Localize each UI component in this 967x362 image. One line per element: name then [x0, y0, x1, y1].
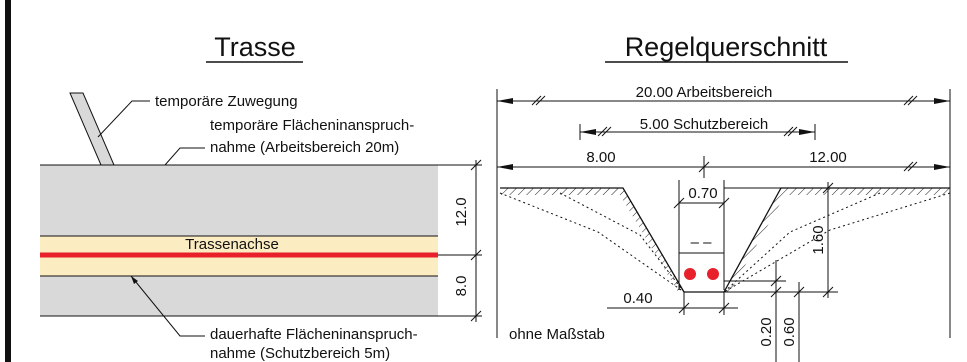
dim-020-label: 0.20 — [758, 317, 775, 346]
scale-note: ohne Maßstab — [509, 326, 605, 343]
dim-tick-axis — [470, 249, 482, 261]
slope-hatch-right — [724, 188, 785, 292]
perm-area-label-1: dauerhafte Flächeninanspruch- — [210, 326, 418, 343]
marker-tape-label: – – — [691, 234, 713, 251]
cable-right — [707, 268, 719, 280]
dim-lower-label: 8.0 — [453, 276, 470, 297]
temp-area-label-1: temporäre Flächeninanspruch- — [210, 117, 414, 134]
dim-right-label: 12.00 — [809, 149, 847, 166]
dim-tick-bottom — [470, 310, 482, 322]
dim-break-9 — [903, 161, 914, 172]
dim-070-tick-left — [673, 197, 685, 209]
leader-perm-area — [130, 275, 205, 337]
dim-working-arrow-left — [497, 98, 513, 104]
dim-break-6 — [601, 126, 612, 137]
dim-160-label: 1.60 — [810, 225, 827, 254]
leader-temp-access — [97, 100, 150, 138]
dim-break-1 — [531, 95, 542, 106]
slope-dotted-right-inner — [723, 192, 881, 293]
temp-area-label-2: nahme (Arbeitsbereich 20m) — [210, 139, 399, 156]
dim-160-tick-bottom — [822, 286, 834, 298]
dim-040-tick-left — [678, 302, 690, 314]
dim-prot-arrow-left — [580, 129, 596, 135]
cable-left — [684, 268, 696, 280]
dim-break-2 — [535, 95, 546, 106]
dim-tick-top — [470, 159, 482, 171]
perm-area-label-2: nahme (Schutzbereich 5m) — [210, 345, 390, 362]
dim-070-tick-right — [718, 197, 730, 209]
trasse-title: Trasse — [214, 32, 296, 62]
trench-profile — [500, 187, 950, 293]
dim-protection-label: 5.00 Schutzbereich — [640, 116, 768, 133]
regelquerschnitt-section: Regelquerschnitt 20.00 Arbeitsbereich 5.… — [496, 32, 951, 362]
dim-020-tick-bottom — [770, 286, 782, 298]
slope-dotted-left-inner — [559, 192, 685, 293]
dim-working-arrow-right — [934, 98, 950, 104]
dim-break-5 — [597, 126, 608, 137]
dim-left-label: 8.00 — [586, 149, 615, 166]
dim-break-7 — [783, 126, 794, 137]
dim-break-3 — [903, 95, 914, 106]
slope-dotted-left-outer — [499, 192, 685, 293]
ground-hatch-right — [781, 188, 950, 195]
dim-sides-arrow-right — [934, 164, 950, 170]
dim-060-label: 0.60 — [781, 317, 798, 346]
regelquerschnitt-title: Regelquerschnitt — [625, 32, 828, 62]
leader-temp-area — [164, 147, 205, 166]
dim-040-tick-right — [718, 302, 730, 314]
leader-perm-arrow — [131, 276, 138, 284]
temporary-access-road — [69, 92, 115, 166]
dim-break-10 — [907, 161, 918, 172]
trassenachse-label: Trassenachse — [185, 236, 279, 253]
axis-tick — [698, 161, 710, 173]
temp-access-label: temporäre Zuwegung — [155, 93, 298, 110]
dim-sides-arrow-left — [497, 164, 513, 170]
ground-hatch-left — [500, 188, 623, 195]
dim-working-label: 20.00 Arbeitsbereich — [636, 84, 773, 101]
dim-070-label: 0.70 — [688, 185, 717, 202]
dim-160-tick-top — [822, 182, 834, 194]
dim-prot-arrow-right — [799, 129, 815, 135]
dim-break-8 — [787, 126, 798, 137]
dim-break-4 — [907, 95, 918, 106]
dim-020-tick-top — [770, 275, 782, 287]
dim-upper-label: 12.0 — [453, 197, 470, 226]
dim-040-label: 0.40 — [623, 290, 652, 307]
slope-dotted-right-outer — [723, 192, 951, 293]
trasse-plan: Trasse Trassenachse temporäre Zuwegung t… — [40, 32, 482, 362]
dim-060-tick — [793, 286, 805, 298]
